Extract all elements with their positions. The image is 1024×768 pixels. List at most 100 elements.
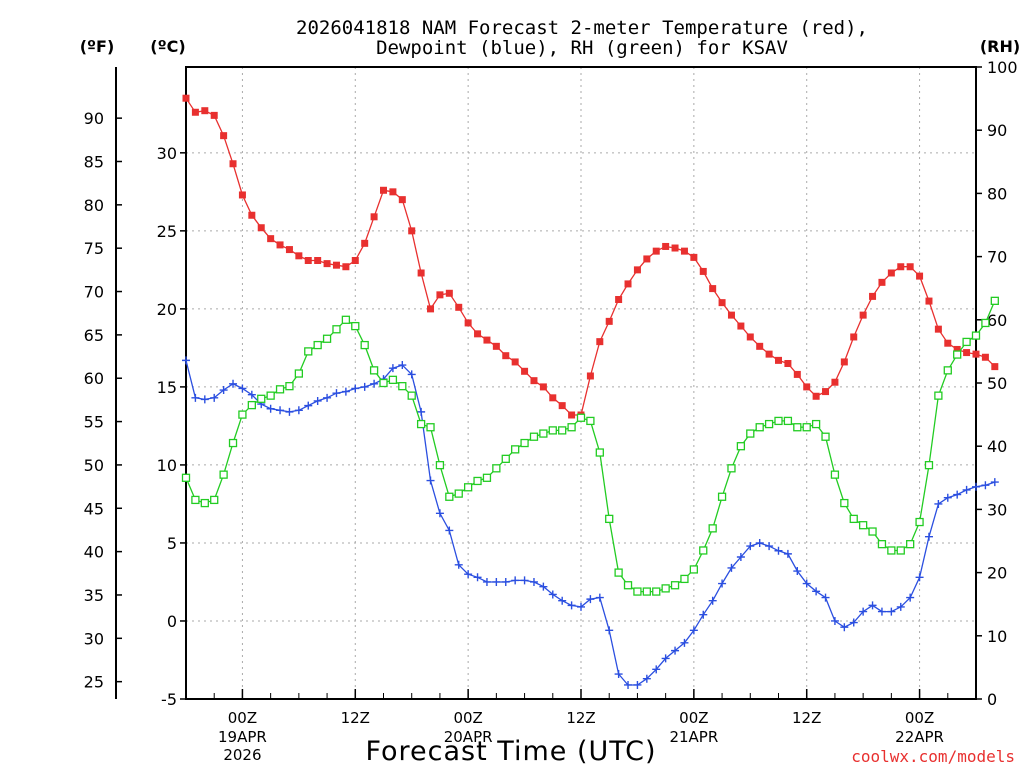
rh-point <box>463 483 473 492</box>
dewpoint-point <box>417 407 426 416</box>
rh-point <box>219 470 228 479</box>
fahrenheit-tick-label: 50 <box>84 456 104 475</box>
rh-point <box>388 375 398 384</box>
rh-point <box>181 473 191 482</box>
rh-point <box>294 369 304 378</box>
rh-point <box>868 527 877 536</box>
rh-point <box>426 423 435 432</box>
dewpoint-point <box>567 601 576 610</box>
2-meter-temperature-point <box>502 352 510 360</box>
2-meter-temperature-point <box>963 349 971 357</box>
fahrenheit-tick-label: 60 <box>84 369 104 388</box>
dewpoint-point <box>906 593 915 602</box>
dewpoint-point <box>332 389 341 398</box>
2-meter-temperature-point <box>398 196 406 204</box>
rh-point <box>811 419 821 429</box>
rh-point <box>482 473 492 482</box>
2-meter-temperature-point <box>182 94 190 102</box>
fahrenheit-tick-label: 85 <box>84 152 104 171</box>
dewpoint-point <box>774 546 783 555</box>
2-meter-temperature-point <box>887 269 895 277</box>
rh-point <box>313 340 322 350</box>
dewpoint-point <box>351 384 360 393</box>
dewpoint-point <box>247 390 256 399</box>
dewpoint-point <box>783 549 792 558</box>
dewpoint-line <box>185 360 996 686</box>
2-meter-temperature-point <box>643 255 651 263</box>
fahrenheit-tick-label: 35 <box>84 586 104 605</box>
2-meter-temperature-point <box>332 261 340 269</box>
rh-point <box>473 476 482 486</box>
2-meter-temperature-point <box>737 322 745 330</box>
dewpoint-point <box>859 607 868 616</box>
rh-point <box>210 495 219 505</box>
dewpoint-point <box>736 552 745 561</box>
dewpoint-point <box>812 587 821 596</box>
fahrenheit-unit-label: (ºF) <box>80 37 115 56</box>
dewpoint-point <box>219 386 228 395</box>
time-tick-label: 12Z <box>566 709 595 727</box>
2-meter-temperature-point <box>464 319 472 327</box>
fahrenheit-tick-label: 80 <box>84 196 104 215</box>
rh-point <box>962 337 971 347</box>
2-meter-temperature-point <box>201 107 209 115</box>
dewpoint-point <box>313 396 322 405</box>
rh-point <box>614 568 623 577</box>
rh-point <box>605 514 614 524</box>
dewpoint-point <box>285 407 294 416</box>
dewpoint-point <box>652 665 661 674</box>
dewpoint-point <box>266 404 275 413</box>
2-meter-temperature-point <box>220 132 228 140</box>
2-meter-temperature-point <box>530 377 538 385</box>
2-meter-temperature-point <box>492 342 500 350</box>
rh-point <box>717 492 727 501</box>
2-meter-temperature-point <box>869 292 877 300</box>
dewpoint-point <box>830 616 839 625</box>
rh-point <box>407 391 416 400</box>
2-meter-temperature-point <box>295 252 303 260</box>
fahrenheit-tick-label: 25 <box>84 673 104 692</box>
2-meter-temperature-point <box>238 191 246 199</box>
rh-tick-label: 0 <box>987 690 997 709</box>
fahrenheit-axis: 25 30 35 40 45 50 55 60 65 70 75 80 85 90 <box>84 67 122 699</box>
rh-line <box>185 300 996 593</box>
2-meter-temperature-point <box>267 235 275 243</box>
2-meter-temperature-point <box>596 338 604 346</box>
2-meter-temperature-point <box>878 278 886 286</box>
rh-point <box>906 540 915 549</box>
fahrenheit-tick-label: 30 <box>84 629 104 648</box>
rh-point <box>849 514 858 524</box>
2-meter-temperature-point <box>361 239 369 247</box>
rh-point <box>793 423 802 432</box>
rh-point <box>576 413 586 422</box>
fahrenheit-tick-label: 90 <box>84 109 104 128</box>
2-meter-temperature-point <box>285 246 293 254</box>
2-meter-temperature-point <box>323 260 331 268</box>
2-meter-temperature-point <box>925 297 933 305</box>
rh-tick-label: 100 <box>987 58 1018 77</box>
celsius-unit-label: (ºC) <box>150 37 185 56</box>
dewpoint-point <box>661 654 670 663</box>
2-meter-temperature-point <box>746 333 754 341</box>
dewpoint-point <box>341 387 350 396</box>
2-meter-temperature-point <box>549 394 557 402</box>
2-meter-temperature-point <box>812 392 820 400</box>
2-meter-temperature-point <box>897 263 905 271</box>
fahrenheit-tick-label: 45 <box>84 499 104 518</box>
dewpoint-point <box>529 577 538 586</box>
rh-point <box>877 540 887 549</box>
rh-point <box>322 334 332 343</box>
rh-point <box>191 495 200 505</box>
2-meter-temperature-point <box>427 305 435 313</box>
2-meter-temperature-point <box>380 186 387 194</box>
2-meter-temperature-point <box>483 336 491 344</box>
dewpoint-point <box>304 401 313 410</box>
rh-tick-label: 90 <box>987 121 1007 140</box>
2-meter-temperature-point <box>455 303 463 311</box>
rh-point <box>369 366 379 375</box>
date-tick-label: 19APR <box>218 728 267 746</box>
rh-point <box>275 385 285 394</box>
rh-point <box>586 416 595 426</box>
2-meter-temperature-point <box>191 108 199 116</box>
rh-tick-label: 60 <box>987 311 1007 330</box>
